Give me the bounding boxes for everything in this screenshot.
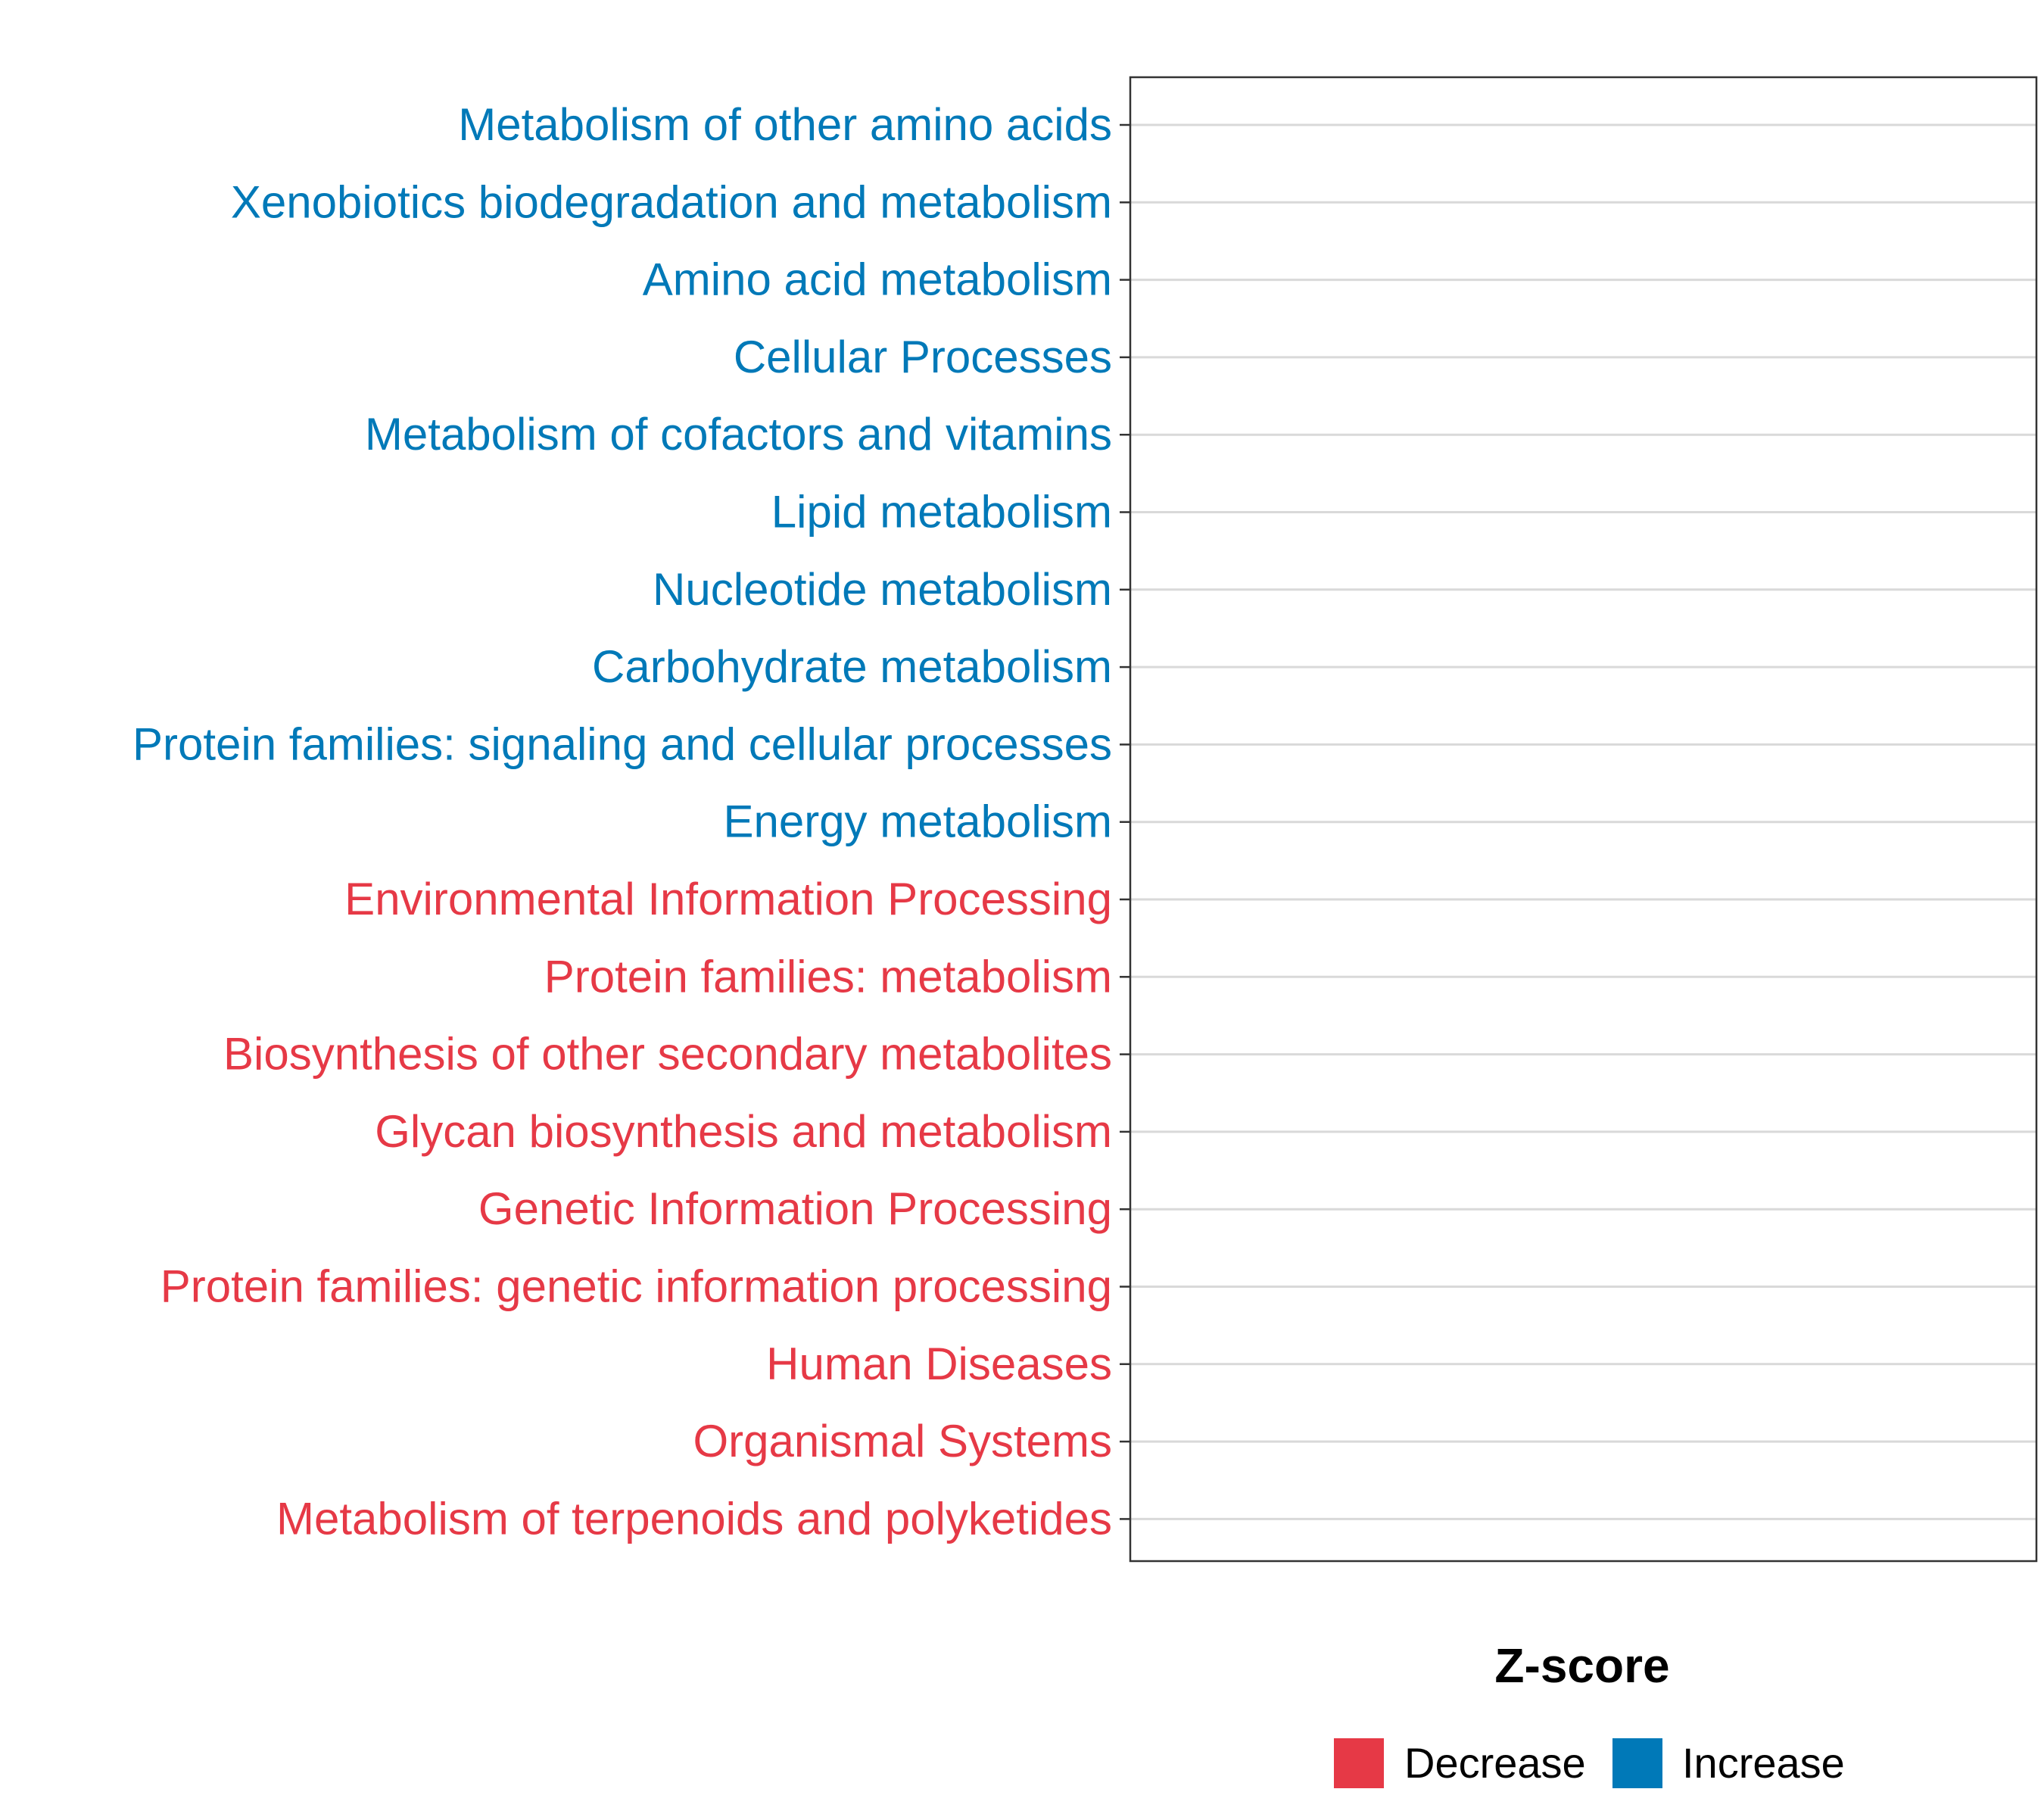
y-tick-label: Genetic Information Processing (478, 1183, 1112, 1234)
y-tick-label: Amino acid metabolism (643, 254, 1112, 305)
y-tick-label: Metabolism of cofactors and vitamins (365, 409, 1112, 460)
legend-label-increase: Increase (1682, 1739, 1845, 1787)
legend-swatch-decrease (1334, 1738, 1384, 1788)
y-tick-label: Biosynthesis of other secondary metaboli… (223, 1029, 1112, 1080)
panel-border (1129, 76, 2038, 1563)
legend: Decrease Increase (1334, 1738, 1845, 1788)
y-tick-label: Carbohydrate metabolism (592, 641, 1112, 692)
y-tick-label: Nucleotide metabolism (653, 564, 1112, 615)
legend-label-decrease: Decrease (1404, 1739, 1586, 1787)
y-tick-label: Cellular Processes (734, 332, 1112, 382)
y-tick-label: Metabolism of terpenoids and polyketides (276, 1493, 1112, 1544)
y-tick-label: Energy metabolism (723, 796, 1112, 847)
y-tick-label: Protein families: signaling and cellular… (132, 718, 1112, 769)
y-tick-label: Protein families: metabolism (544, 951, 1112, 1002)
y-tick-label: Organismal Systems (693, 1416, 1112, 1466)
x-axis-title: Z-score (1494, 1638, 1669, 1693)
y-tick-label: Environmental Information Processing (344, 874, 1112, 924)
legend-swatch-increase (1612, 1738, 1662, 1788)
y-tick-label: Xenobiotics biodegradation and metabolis… (231, 176, 1112, 227)
y-axis-ticks: Metabolism of other amino acids Xenobioti… (132, 99, 1130, 1544)
y-tick-label: Glycan biosynthesis and metabolism (375, 1106, 1112, 1157)
grid-layer (1130, 123, 2036, 1520)
y-tick-label: Human Diseases (766, 1339, 1112, 1389)
y-tick-label: Lipid metabolism (771, 487, 1112, 538)
y-tick-label: Metabolism of other amino acids (458, 99, 1112, 150)
y-tick-label: Protein families: genetic information pr… (160, 1261, 1112, 1312)
